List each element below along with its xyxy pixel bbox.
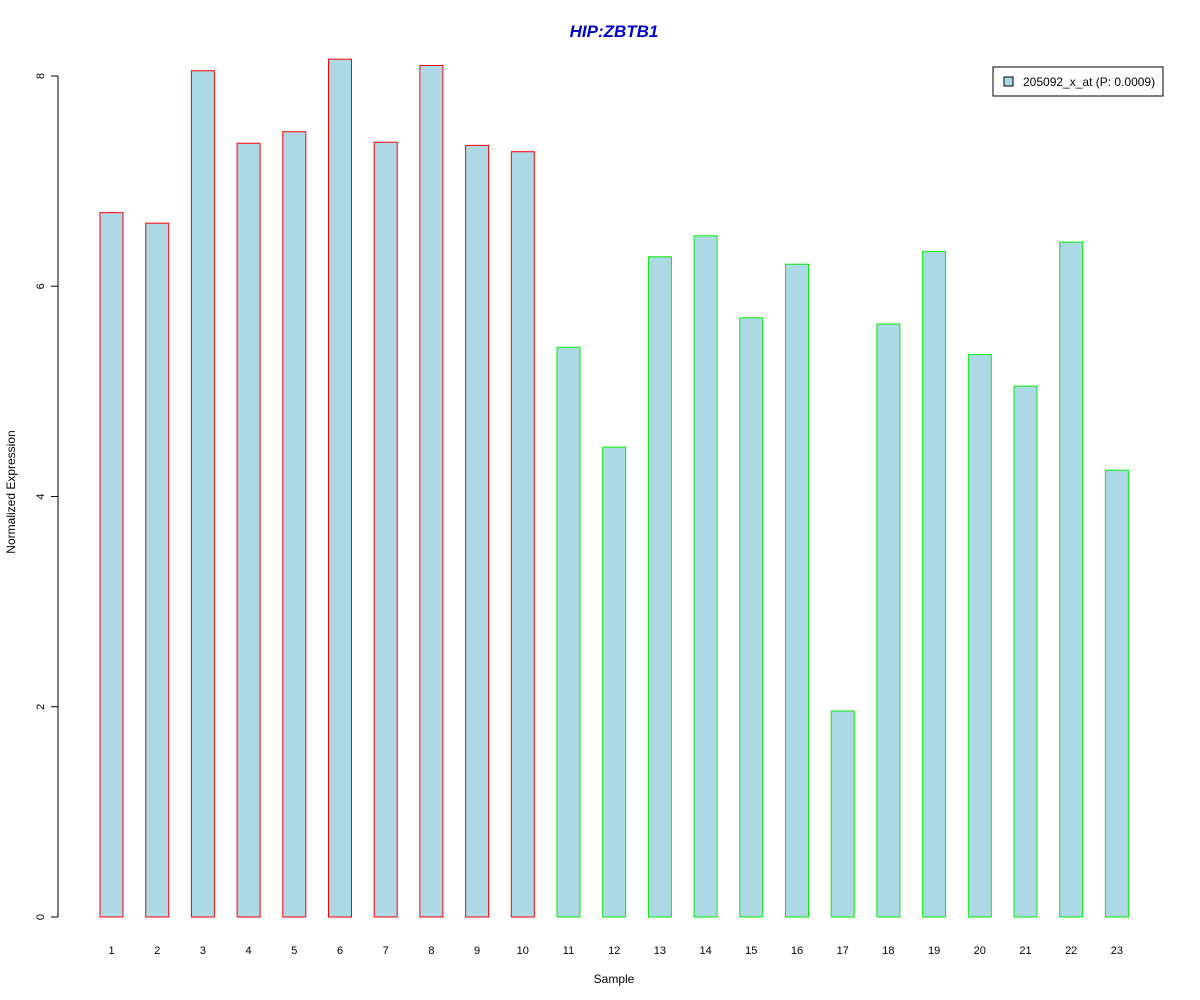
x-tick-label: 15 (745, 945, 757, 957)
x-tick-label: 12 (608, 945, 620, 957)
bar-sample-14 (693, 235, 718, 918)
bars (99, 58, 1129, 918)
bar-sample-20 (967, 354, 992, 918)
bar-sample-8 (419, 64, 444, 918)
x-tick-label: 5 (291, 945, 297, 957)
bar-sample-23 (1104, 469, 1129, 918)
legend: 205092_x_at (P: 0.0009) (992, 66, 1164, 97)
y-tick-label: 4 (35, 493, 47, 499)
bar-sample-21 (1013, 385, 1038, 918)
x-tick-label: 8 (428, 945, 434, 957)
y-tick-label: 0 (35, 914, 47, 920)
chart-title: HIP:ZBTB1 (570, 22, 659, 41)
bar-sample-22 (1059, 241, 1084, 918)
bar-sample-6 (328, 58, 352, 918)
x-tick-label: 22 (1065, 945, 1077, 957)
bar-sample-3 (190, 70, 215, 918)
bar-sample-5 (282, 131, 307, 918)
bar-sample-2 (145, 222, 170, 918)
x-tick-label: 13 (654, 945, 666, 957)
x-tick-label: 10 (517, 945, 529, 957)
x-tick-label: 17 (837, 945, 849, 957)
bar-sample-19 (922, 251, 947, 918)
x-tick-label: 16 (791, 945, 803, 957)
bar-sample-12 (602, 446, 627, 918)
y-tick-label: 2 (35, 704, 47, 710)
bar-sample-13 (647, 256, 672, 918)
bar-sample-15 (739, 317, 764, 918)
y-axis-label: Normalized Expression (4, 430, 18, 553)
x-tick-label: 18 (882, 945, 894, 957)
bar-sample-16 (785, 263, 809, 918)
bar-sample-7 (373, 141, 398, 918)
x-axis-label: Sample (594, 972, 635, 986)
y-tick-label: 8 (35, 73, 47, 79)
bar-sample-10 (510, 151, 535, 918)
bar-sample-9 (465, 144, 490, 918)
x-tick-label: 7 (383, 945, 389, 957)
bar-sample-4 (236, 142, 261, 918)
x-tick-label: 20 (974, 945, 986, 957)
x-tick-label: 1 (108, 945, 114, 957)
x-tick-label: 23 (1111, 945, 1123, 957)
x-tick-label: 14 (699, 945, 711, 957)
x-tick-label: 9 (474, 945, 480, 957)
bar-sample-18 (876, 323, 901, 918)
legend-box (992, 66, 1164, 97)
bar-sample-1 (99, 212, 124, 918)
x-tick-labels: 1 2 3 4 5 6 7 8 9 10 11 12 13 14 15 16 17 18 19 20 21 22 23 (108, 945, 1123, 957)
x-tick-label: 2 (154, 945, 160, 957)
bar-sample-17 (830, 710, 855, 918)
x-tick-label: 19 (928, 945, 940, 957)
x-tick-label: 11 (563, 945, 574, 957)
x-tick-label: 6 (337, 945, 343, 957)
legend-label: 205092_x_at (P: 0.0009) (1023, 75, 1155, 89)
x-tick-label: 21 (1019, 945, 1031, 957)
bar-sample-11 (556, 346, 581, 918)
x-tick-label: 4 (246, 945, 252, 957)
y-tick-label: 6 (35, 283, 47, 289)
y-axis: 0 2 4 6 8 (35, 73, 59, 920)
legend-swatch (1003, 76, 1014, 87)
x-tick-label: 3 (200, 945, 206, 957)
